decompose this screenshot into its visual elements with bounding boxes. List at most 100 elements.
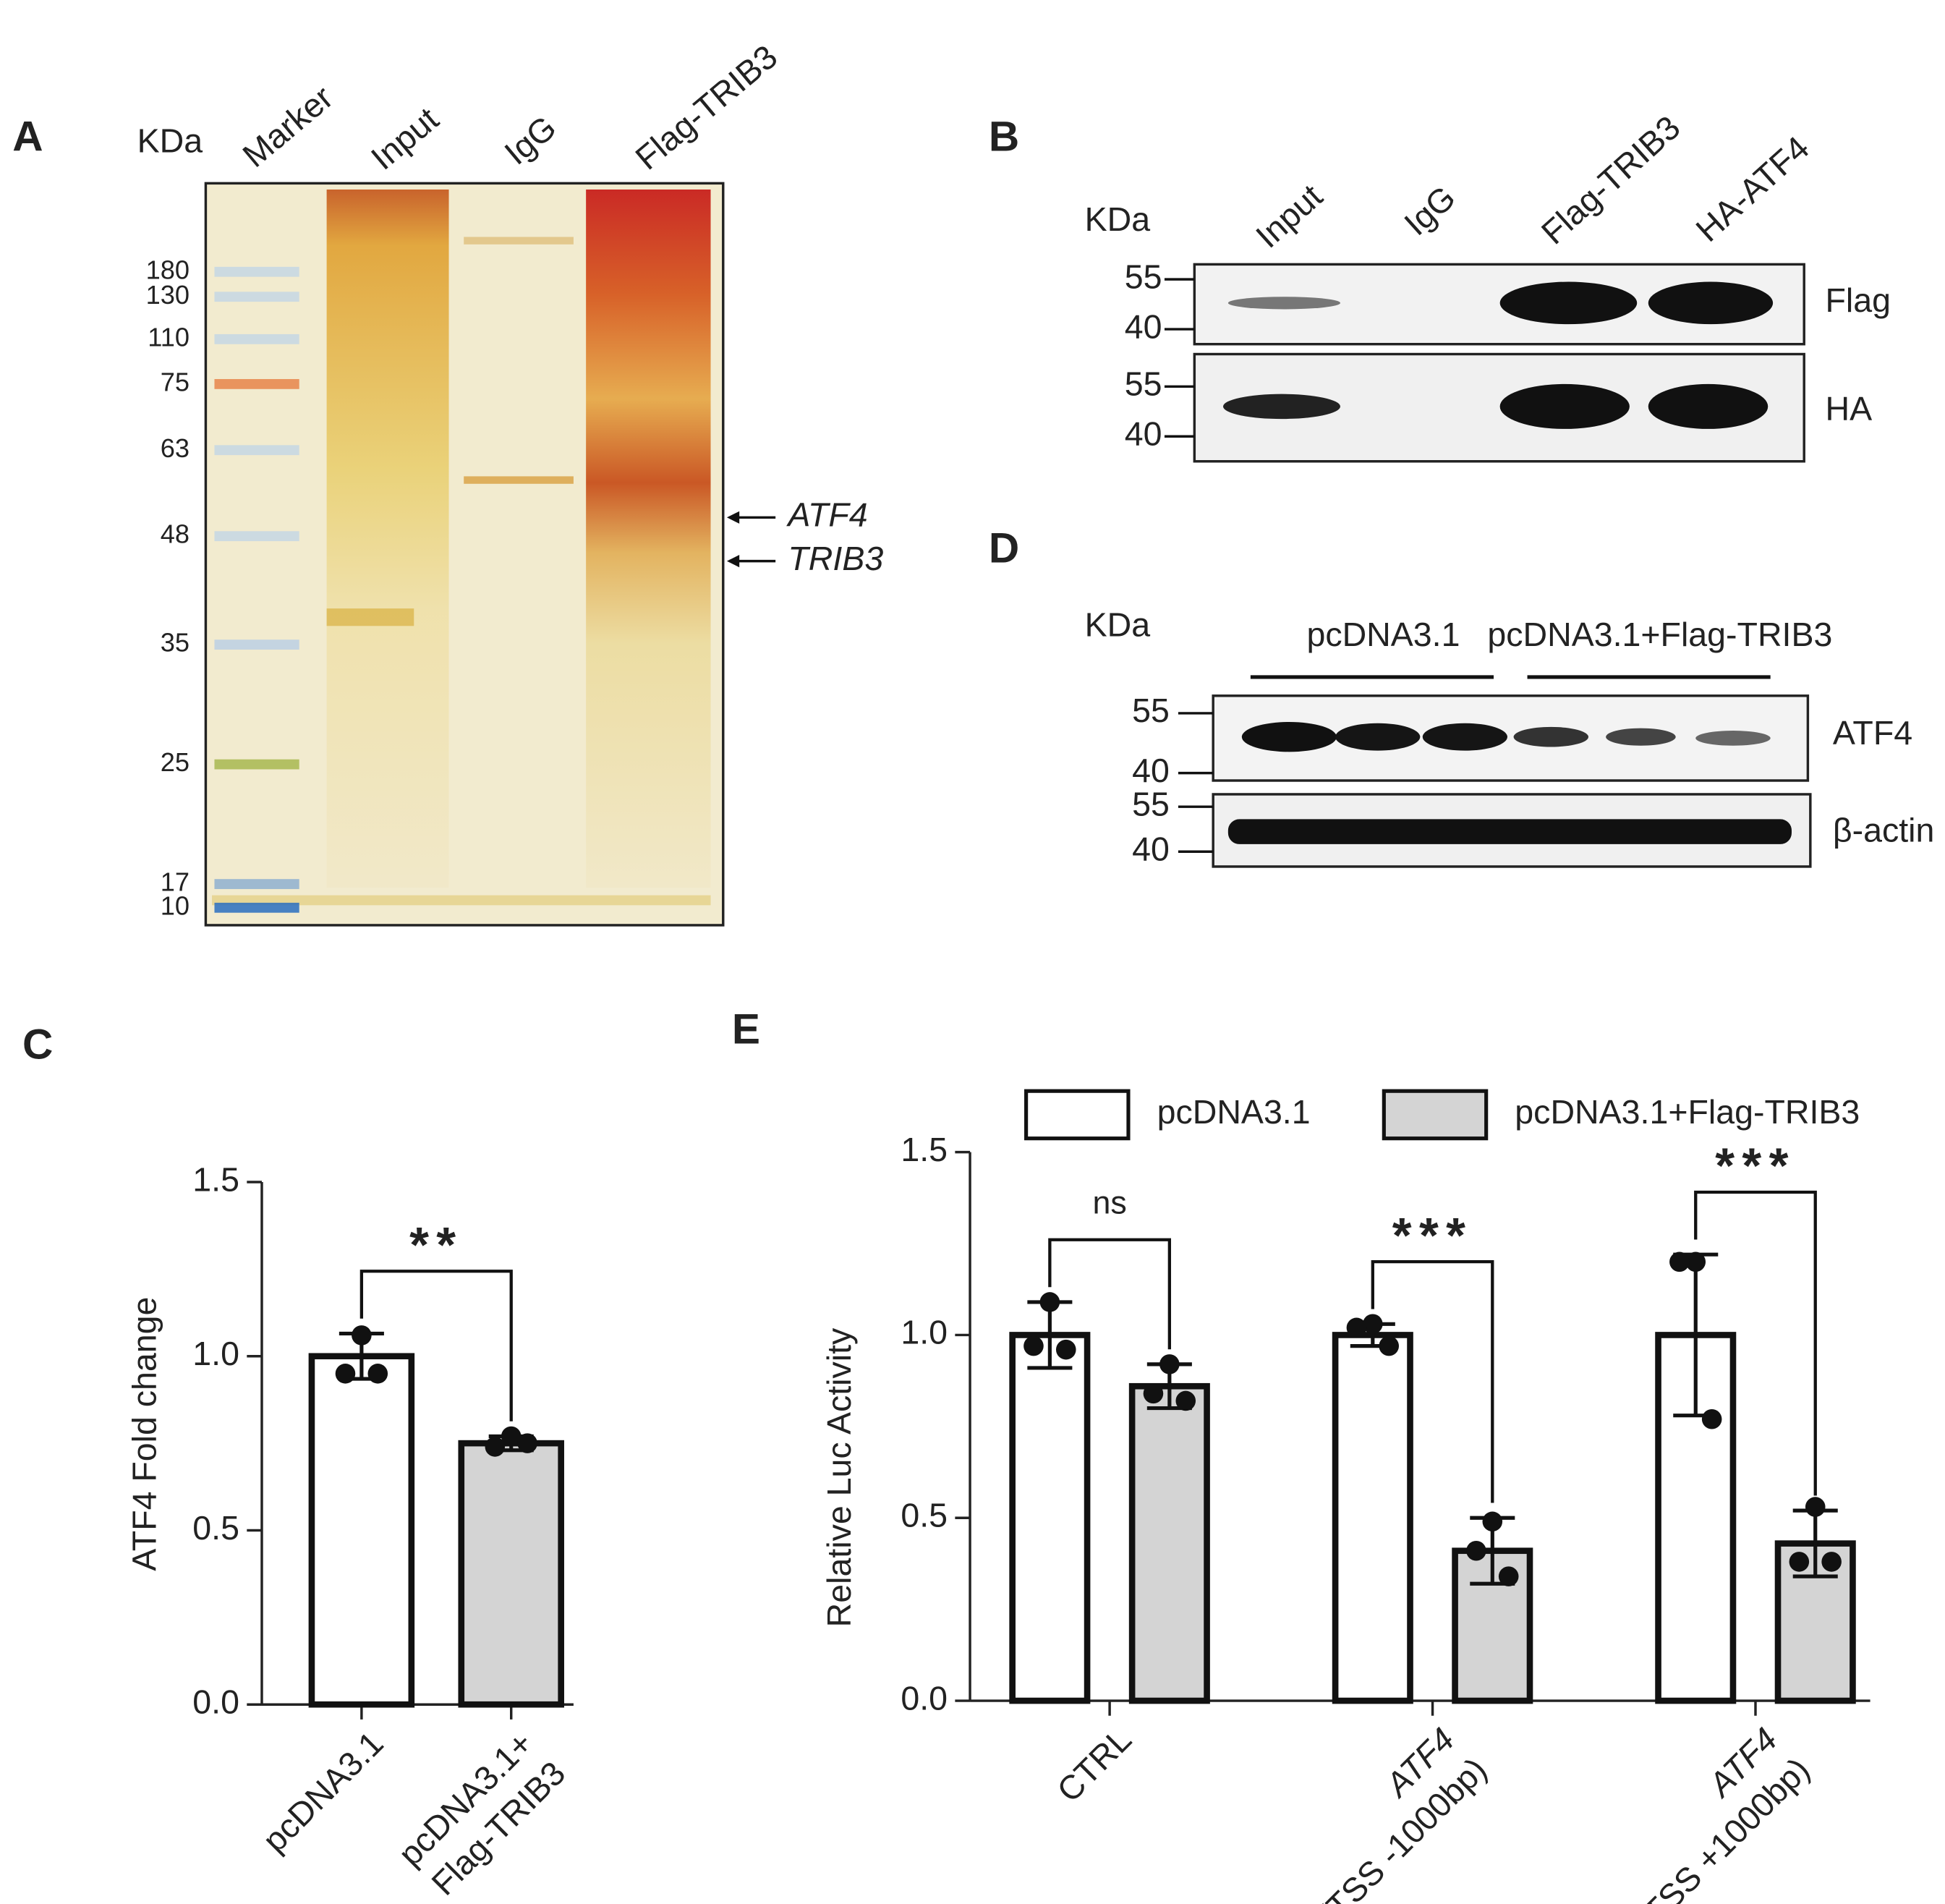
arrow-head — [726, 511, 740, 524]
marker-label: 55 — [1125, 365, 1162, 403]
gel-a — [204, 182, 725, 927]
arrow-label: TRIB3 — [788, 540, 883, 577]
marker-label: 35 — [161, 628, 190, 658]
unit-label: KDa — [137, 122, 203, 160]
data-point — [1805, 1497, 1826, 1517]
group-label: pcDNA3.1 — [1306, 616, 1460, 653]
data-point — [1669, 1251, 1690, 1272]
panel-label: B — [989, 114, 1019, 161]
bar — [458, 1440, 564, 1708]
data-point — [1039, 1292, 1060, 1312]
marker-label: 180 — [146, 255, 190, 284]
marker-label: 25 — [161, 747, 190, 777]
marker-label: 40 — [1125, 415, 1162, 453]
data-point — [1821, 1552, 1842, 1572]
marker-label: 75 — [161, 367, 190, 396]
y-tick-label: 1.0 — [192, 1335, 239, 1372]
lane-label: Marker — [236, 78, 340, 174]
y-tick-label: 0.5 — [192, 1509, 239, 1547]
blot-label: HA — [1826, 390, 1873, 428]
x-tick-label: pcDNA3.1 — [255, 1724, 391, 1859]
blot-label: β-actin — [1833, 812, 1935, 849]
bar — [1128, 1382, 1210, 1704]
data-point — [335, 1364, 356, 1384]
unit-label: KDa — [1085, 605, 1151, 643]
bar — [1009, 1332, 1091, 1704]
marker-label: 48 — [161, 519, 190, 549]
arrow-head — [726, 555, 740, 568]
data-point — [1498, 1566, 1519, 1586]
y-tick-label: 1.5 — [901, 1131, 948, 1168]
data-point — [1789, 1552, 1810, 1572]
bar — [1332, 1332, 1413, 1704]
ladder-band — [214, 639, 299, 650]
ladder-band — [214, 333, 299, 344]
blot-label: ATF4 — [1833, 714, 1912, 752]
lane-label: Input — [364, 100, 446, 177]
marker-label: 130 — [146, 280, 190, 310]
blot-label: Flag — [1826, 281, 1891, 319]
marker-label: 17 — [161, 867, 190, 897]
ladder-band — [214, 292, 299, 302]
significance-label: *** — [1715, 1138, 1796, 1194]
significance-label: ** — [409, 1217, 463, 1272]
data-point — [1346, 1317, 1367, 1338]
lane-label: Flag-TRIB3 — [629, 38, 785, 177]
panel-label: E — [732, 1006, 760, 1053]
ladder-band — [214, 759, 299, 770]
marker-label: 40 — [1125, 307, 1162, 345]
arrow-label: ATF4 — [786, 496, 867, 534]
lane-label: Flag-TRIB3 — [1534, 109, 1687, 252]
marker-label: 40 — [1132, 752, 1170, 789]
marker-label: 10 — [161, 891, 190, 920]
legend-swatch — [1024, 1089, 1131, 1141]
data-point — [1023, 1335, 1044, 1356]
unit-label: KDa — [1085, 200, 1151, 238]
significance-bracket — [1048, 1238, 1172, 1350]
significance-label: ns — [1092, 1184, 1126, 1220]
bar — [308, 1353, 415, 1708]
ladder-band — [214, 445, 299, 456]
data-point — [367, 1364, 388, 1384]
data-point — [1685, 1251, 1706, 1272]
y-tick-label: 1.0 — [901, 1314, 948, 1351]
significance-bracket — [1694, 1190, 1817, 1496]
data-point — [1363, 1314, 1383, 1335]
ladder-band — [214, 902, 299, 913]
data-point — [501, 1426, 522, 1447]
ladder-band — [214, 266, 299, 277]
legend-swatch — [1382, 1089, 1489, 1141]
marker-label: 55 — [1132, 785, 1170, 823]
group-label: pcDNA3.1+Flag-TRIB3 — [1487, 616, 1832, 653]
data-point — [1379, 1335, 1400, 1356]
marker-label: 40 — [1132, 830, 1170, 868]
ladder-band — [214, 879, 299, 889]
lane-label: IgG — [498, 109, 563, 172]
significance-bracket — [1371, 1259, 1494, 1503]
y-axis-label: ATF4 Fold change — [126, 1297, 163, 1571]
data-point — [1701, 1408, 1722, 1429]
data-point — [1159, 1354, 1180, 1374]
lane-label: IgG — [1397, 179, 1463, 243]
data-point — [485, 1437, 506, 1457]
data-point — [1143, 1383, 1164, 1404]
blot-d — [1212, 675, 1812, 868]
marker-label: 63 — [161, 433, 190, 463]
y-tick-label: 0.5 — [901, 1497, 948, 1534]
marker-label: 55 — [1125, 258, 1162, 295]
x-tick-label: CTRL — [1050, 1720, 1139, 1809]
significance-label: *** — [1392, 1207, 1473, 1263]
data-point — [517, 1433, 537, 1453]
y-tick-label: 0.0 — [192, 1683, 239, 1721]
marker-label: 110 — [148, 322, 190, 352]
legend-label: pcDNA3.1 — [1157, 1093, 1311, 1131]
significance-bracket — [359, 1270, 513, 1421]
panel-label: C — [22, 1021, 53, 1068]
data-point — [1482, 1511, 1503, 1532]
marker-label: 55 — [1132, 692, 1170, 729]
data-point — [1055, 1339, 1076, 1360]
panel-label: D — [989, 524, 1019, 571]
lane-label: Input — [1248, 177, 1329, 255]
ladder-band — [214, 531, 299, 542]
